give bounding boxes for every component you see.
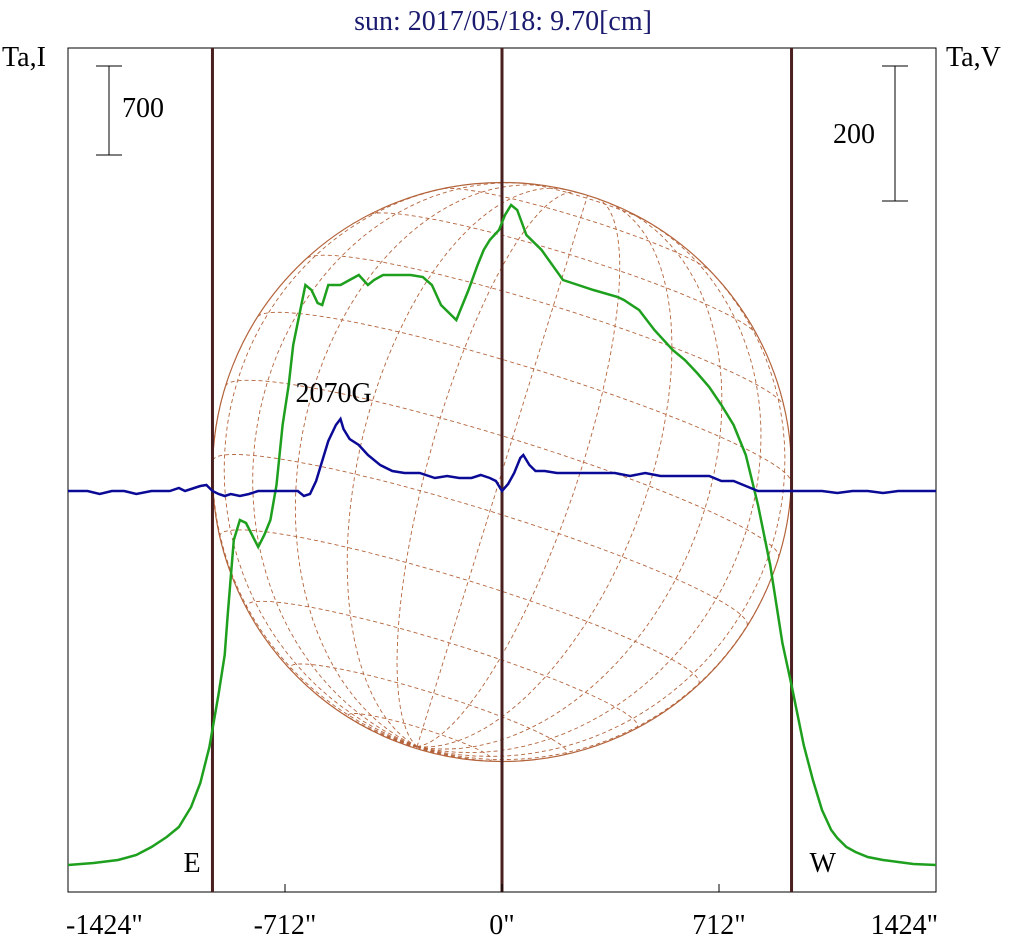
x-tick-label: 1424" [871, 910, 938, 941]
disk-longitude-line [346, 187, 566, 747]
disk-longitude-line [417, 202, 673, 748]
chart-title: sun: 2017/05/18: 9.70[cm] [354, 6, 652, 37]
disk-latitude-line [212, 454, 748, 626]
disk-longitude-line [396, 191, 577, 747]
disk-latitude-line [369, 212, 757, 335]
disk-latitude-line [307, 254, 784, 406]
limb-label-e: E [183, 848, 200, 879]
series-polarization-line [68, 416, 936, 498]
disk-longitude-line [417, 198, 621, 748]
disk-longitude-line [417, 221, 762, 754]
disk-longitude-line [417, 210, 723, 750]
limb-label-w: W [810, 848, 837, 879]
x-tick-label: -1424" [66, 910, 143, 941]
disk-longitude-line [416, 260, 786, 757]
disk-longitude-line [416, 746, 432, 754]
left-scale-bar [96, 65, 122, 156]
disk-longitude-line [416, 557, 780, 761]
disk-longitude-line [314, 692, 418, 748]
x-tick-label: 712" [692, 910, 745, 941]
disk-longitude-line [415, 746, 418, 749]
disk-longitude-line [212, 386, 418, 748]
annotation-label: 2070G [295, 378, 371, 409]
disk-longitude-line [386, 736, 418, 748]
disk-latitude-line [289, 663, 568, 756]
disk-longitude-line [416, 746, 425, 752]
series-intensity-line [67, 203, 937, 867]
solar-disk [211, 181, 793, 763]
disk-longitude-line [223, 185, 458, 748]
disk-longitude-line [294, 184, 546, 748]
right-scale-bar [882, 65, 908, 202]
left-axis-label: Ta,I [2, 42, 46, 73]
disk-longitude-line [416, 746, 448, 757]
disk-longitude-line [416, 746, 533, 762]
right-scale-bar-label: 200 [833, 119, 875, 150]
x-tick-label: -712" [254, 910, 317, 941]
x-tick-label: 0" [489, 910, 514, 941]
left-scale-bar-label: 700 [122, 93, 164, 124]
disk-longitude-line [416, 195, 588, 747]
disk-longitude-line [252, 182, 524, 748]
right-axis-label: Ta,V [946, 42, 1001, 73]
disk-latitude-line [219, 529, 700, 686]
